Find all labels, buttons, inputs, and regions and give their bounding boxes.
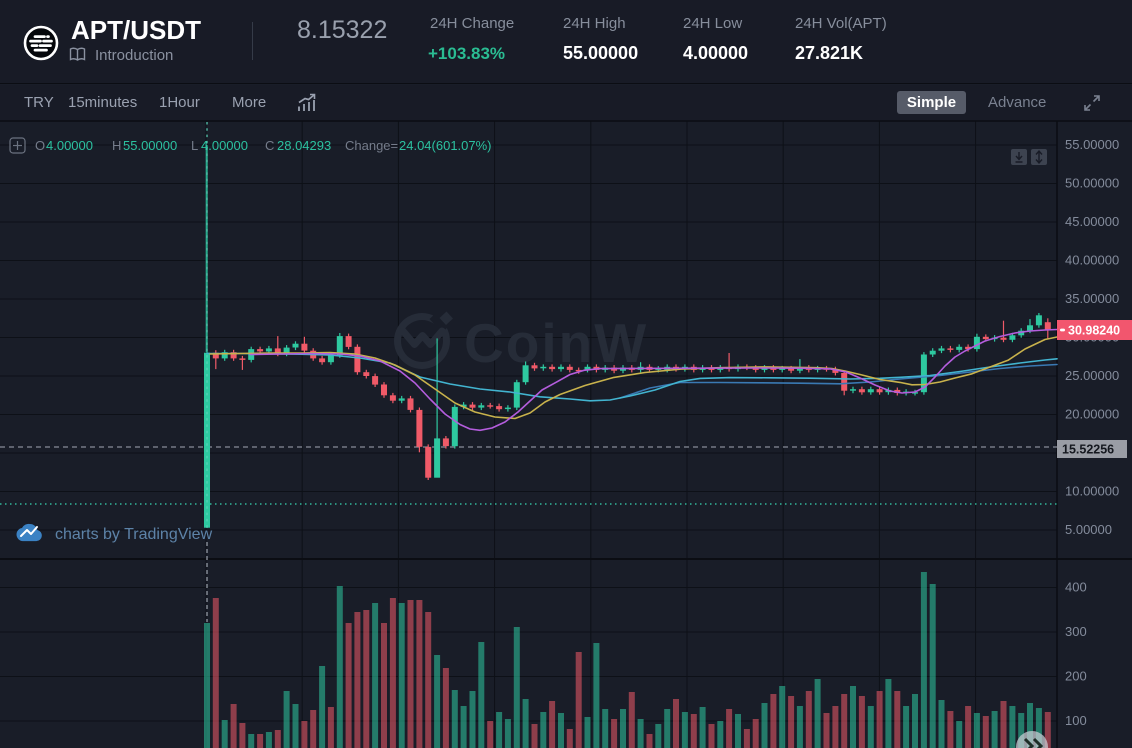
svg-text:H: H bbox=[112, 138, 121, 153]
svg-text:55.00000: 55.00000 bbox=[123, 138, 177, 153]
svg-text:300: 300 bbox=[1065, 624, 1087, 639]
svg-text:4.00000: 4.00000 bbox=[201, 138, 248, 153]
svg-text:Change=: Change= bbox=[345, 138, 398, 153]
svg-text:20.00000: 20.00000 bbox=[1065, 407, 1119, 422]
svg-text:4.00000: 4.00000 bbox=[46, 138, 93, 153]
svg-text:24.04(601.07%): 24.04(601.07%) bbox=[399, 138, 492, 153]
svg-text:L: L bbox=[191, 138, 198, 153]
svg-text:10.00000: 10.00000 bbox=[1065, 484, 1119, 499]
svg-text:5.00000: 5.00000 bbox=[1065, 522, 1112, 537]
svg-text:28.04293: 28.04293 bbox=[277, 138, 331, 153]
svg-text:C: C bbox=[265, 138, 274, 153]
svg-text:45.00000: 45.00000 bbox=[1065, 214, 1119, 229]
svg-text:charts by TradingView: charts by TradingView bbox=[55, 526, 213, 543]
svg-text:CoinW: CoinW bbox=[464, 312, 648, 374]
svg-text:40.00000: 40.00000 bbox=[1065, 253, 1119, 268]
svg-text:O: O bbox=[35, 138, 45, 153]
svg-text:50.00000: 50.00000 bbox=[1065, 176, 1119, 191]
svg-text:400: 400 bbox=[1065, 580, 1087, 595]
svg-text:30.98240: 30.98240 bbox=[1068, 324, 1120, 338]
svg-text:55.00000: 55.00000 bbox=[1065, 137, 1119, 152]
svg-text:100: 100 bbox=[1065, 713, 1087, 728]
svg-text:25.00000: 25.00000 bbox=[1065, 368, 1119, 383]
svg-text:15.52256: 15.52256 bbox=[1062, 443, 1114, 457]
svg-text:35.00000: 35.00000 bbox=[1065, 291, 1119, 306]
svg-text:200: 200 bbox=[1065, 669, 1087, 684]
